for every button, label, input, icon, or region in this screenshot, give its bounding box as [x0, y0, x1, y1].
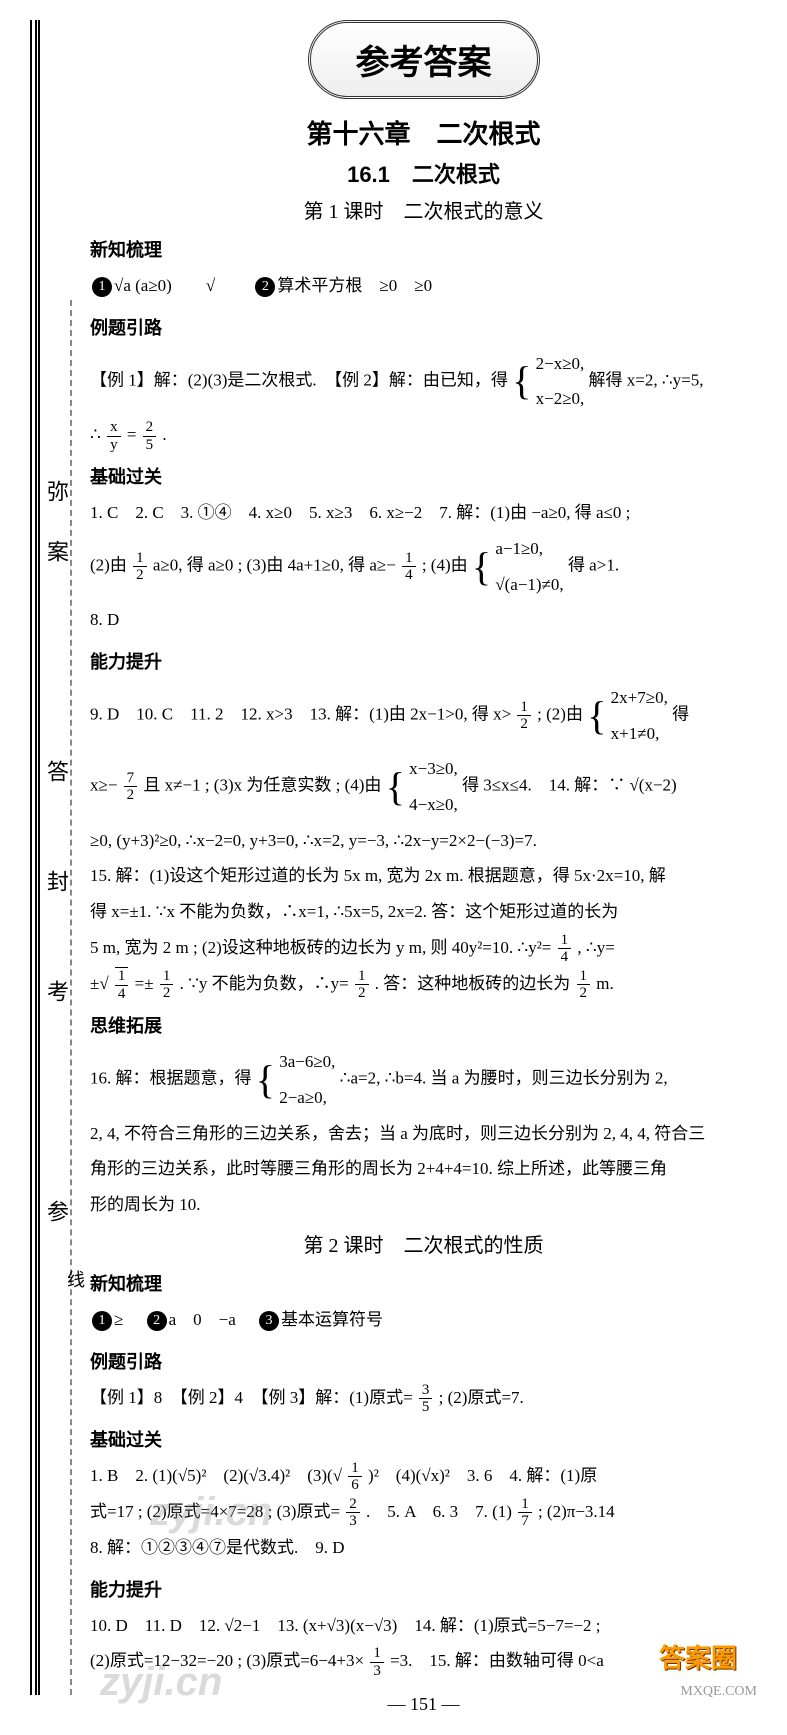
swtz-content: 16. 解：根据题意，得 { 3a−6≥0, 2−a≥0, ∴a=2, ∴b=4…	[90, 1044, 757, 1222]
chapter-title: 第十六章 二次根式	[90, 114, 757, 151]
nlts-l5: 得 x=±1. ∵x 不能为负数，∴x=1, ∴5x=5, 2x=2. 答：这个…	[90, 894, 757, 930]
num-2: 2	[255, 277, 275, 297]
side-char-1: 案	[40, 540, 72, 602]
ex1-text: 【例 1】解：(2)(3)是二次根式. 【例 2】解：由已知，得	[90, 370, 508, 389]
nlts-content: 9. D 10. C 11. 2 12. x>3 13. 解：(1)由 2x−1…	[90, 680, 757, 1003]
xzsl-item1: √a (a≥0) √	[114, 276, 249, 295]
side-char-feng: 封	[40, 870, 72, 932]
frac-25: 25	[143, 419, 157, 453]
l2-ltyl-heading: 例题引路	[90, 1348, 757, 1374]
num-2b: 2	[147, 1311, 167, 1331]
brace-icon: {	[512, 363, 531, 399]
title-text: 参考答案	[308, 20, 540, 99]
l2nl-l2: (2)原式=12−32=−20 ; (3)原式=6−4+3× 13 =3. 15…	[90, 1643, 757, 1679]
frac-xy: xy	[107, 419, 121, 453]
nlts-l6: 5 m, 宽为 2 m ; (2)设这种地板砖的边长为 y m, 则 40y²=…	[90, 930, 757, 966]
lesson1-title: 第 1 课时 二次根式的意义	[90, 195, 757, 224]
l2jc-l1: 1. B 2. (1)(√5)² (2)(√3.4)² (3)(√ 16 )² …	[90, 1458, 757, 1494]
nlts-heading: 能力提升	[90, 648, 757, 674]
side-char-da: 答	[40, 760, 72, 822]
num-3b: 3	[259, 1311, 279, 1331]
swtz-heading: 思维拓展	[90, 1012, 757, 1038]
l2nl-l1: 10. D 11. D 12. √2−1 13. (x+√3)(x−√3) 14…	[90, 1608, 757, 1644]
logo-url: MXQE.COM	[680, 1684, 757, 1700]
num-1b: 1	[92, 1311, 112, 1331]
l2-jcgg-heading: 基础过关	[90, 1426, 757, 1452]
ex2-pre: ∴	[90, 425, 105, 444]
margin-triple-line	[30, 20, 40, 1695]
xzsl-content: 1√a (a≥0) √ 2算术平方根 ≥0 ≥0	[90, 268, 757, 304]
lesson2-title: 第 2 课时 二次根式的性质	[90, 1229, 757, 1258]
jcgg-l3: 8. D	[90, 602, 757, 638]
ltyl-content: 【例 1】解：(2)(3)是二次根式. 【例 2】解：由已知，得 { 2−x≥0…	[90, 346, 757, 453]
brace-content: 2−x≥0, x−2≥0,	[536, 346, 585, 417]
jcgg-l2: (2)由 12 a≥0, 得 a≥0 ; (3)由 4a+1≥0, 得 a≥− …	[90, 531, 757, 602]
nlts-l1: 9. D 10. C 11. 2 12. x>3 13. 解：(1)由 2x−1…	[90, 680, 757, 751]
side-char-xian: 线	[62, 1270, 88, 1328]
brace-bot: x−2≥0,	[536, 381, 585, 417]
logo-text: 答案圈	[659, 1638, 737, 1675]
l2-ltyl-content: 【例 1】8 【例 2】4 【例 3】解：(1)原式= 35 ; (2)原式=7…	[90, 1380, 757, 1416]
eq: =	[127, 425, 141, 444]
xzsl-item2: 算术平方根 ≥0 ≥0	[277, 276, 432, 295]
swtz-l3: 角形的三边关系，此时等腰三角形的周长为 2+4+4=10. 综上所述，此等腰三角	[90, 1151, 757, 1187]
page-container: 案 弥 答 封 考 参 线 参考答案 第十六章 二次根式 16.1 二次根式 第…	[0, 0, 787, 1735]
l2jc-l3: 8. 解：①②③④⑦是代数式. 9. D	[90, 1530, 757, 1566]
side-char-kao: 考	[40, 980, 72, 1042]
l2-xzsl-heading: 新知梳理	[90, 1270, 757, 1296]
ltyl-heading: 例题引路	[90, 314, 757, 340]
ex2-end: .	[162, 425, 166, 444]
jcgg-heading: 基础过关	[90, 463, 757, 489]
num-1: 1	[92, 277, 112, 297]
ex2-after: 解得 x=2, ∴y=5,	[589, 370, 704, 389]
title-banner: 参考答案	[90, 20, 757, 99]
l2-jcgg-content: 1. B 2. (1)(√5)² (2)(√3.4)² (3)(√ 16 )² …	[90, 1458, 757, 1566]
nlts-l2: x≥− 72 且 x≠−1 ; (3)x 为任意实数 ; (4)由 { x−3≥…	[90, 751, 757, 822]
l2-xzsl-content: 1≥ 2a 0 −a 3基本运算符号	[90, 1302, 757, 1338]
swtz-l4: 形的周长为 10.	[90, 1187, 757, 1223]
nlts-l4: 15. 解：(1)设这个矩形过道的长为 5x m, 宽为 2x m. 根据题意，…	[90, 858, 757, 894]
l2-nlts-content: 10. D 11. D 12. √2−1 13. (x+√3)(x−√3) 14…	[90, 1608, 757, 1680]
page-number: — 151 —	[90, 1694, 757, 1715]
nlts-l3: ≥0, (y+3)²≥0, ∴x−2=0, y+3=0, ∴x=2, y=−3,…	[90, 823, 757, 859]
section-title: 16.1 二次根式	[90, 157, 757, 189]
jcgg-content: 1. C 2. C 3. ①④ 4. x≥0 5. x≥3 6. x≥−2 7.…	[90, 495, 757, 638]
l2-nlts-heading: 能力提升	[90, 1576, 757, 1602]
swtz-l2: 2, 4, 不符合三角形的三边关系，舍去；当 a 为底时，则三边长分别为 2, …	[90, 1116, 757, 1152]
swtz-l1: 16. 解：根据题意，得 { 3a−6≥0, 2−a≥0, ∴a=2, ∴b=4…	[90, 1044, 757, 1115]
side-char-mi: 弥	[40, 480, 72, 542]
nlts-l7: ±√ 14 =± 12 . ∵y 不能为负数，∴y= 12 . 答：这种地板砖的…	[90, 966, 757, 1003]
jcgg-l1: 1. C 2. C 3. ①④ 4. x≥0 5. x≥3 6. x≥−2 7.…	[90, 495, 757, 531]
brace-top: 2−x≥0,	[536, 346, 585, 382]
xzsl-heading: 新知梳理	[90, 236, 757, 262]
side-char-can: 参	[40, 1200, 72, 1262]
l2jc-l2: 式=17 ; (2)原式=4×7=28 ; (3)原式= 23 . 5. A 6…	[90, 1494, 757, 1530]
